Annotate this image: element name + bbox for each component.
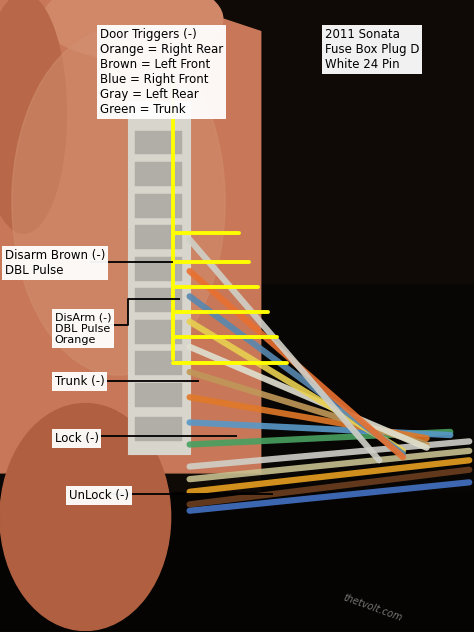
Bar bbox=[261, 284, 474, 631]
Text: Disarm Brown (-)
DBL Pulse: Disarm Brown (-) DBL Pulse bbox=[5, 249, 105, 277]
Bar bbox=[135, 225, 182, 249]
Text: UnLock (-): UnLock (-) bbox=[69, 489, 129, 502]
Bar bbox=[135, 257, 182, 281]
Ellipse shape bbox=[43, 0, 223, 60]
Bar bbox=[135, 288, 182, 312]
Polygon shape bbox=[0, 0, 261, 473]
Ellipse shape bbox=[0, 0, 66, 233]
Text: thetvolt.com: thetvolt.com bbox=[341, 593, 403, 623]
Bar bbox=[0, 492, 474, 631]
Bar bbox=[135, 162, 182, 186]
Bar bbox=[135, 417, 182, 441]
Bar bbox=[135, 131, 182, 154]
Bar bbox=[135, 193, 182, 217]
Text: Lock (-): Lock (-) bbox=[55, 432, 99, 445]
Bar bbox=[135, 351, 182, 375]
Bar bbox=[135, 383, 182, 406]
Ellipse shape bbox=[12, 28, 225, 375]
Bar bbox=[135, 320, 182, 344]
Text: Trunk (-): Trunk (-) bbox=[55, 375, 104, 388]
Text: Door Triggers (-)
Orange = Right Rear
Brown = Left Front
Blue = Right Front
Gray: Door Triggers (-) Orange = Right Rear Br… bbox=[100, 28, 223, 116]
Ellipse shape bbox=[0, 403, 171, 631]
Bar bbox=[128, 101, 190, 454]
Text: 2011 Sonata
Fuse Box Plug D
White 24 Pin: 2011 Sonata Fuse Box Plug D White 24 Pin bbox=[325, 28, 419, 71]
Bar bbox=[0, 473, 85, 631]
Text: DisArm (-)
DBL Pulse
Orange: DisArm (-) DBL Pulse Orange bbox=[55, 312, 111, 345]
